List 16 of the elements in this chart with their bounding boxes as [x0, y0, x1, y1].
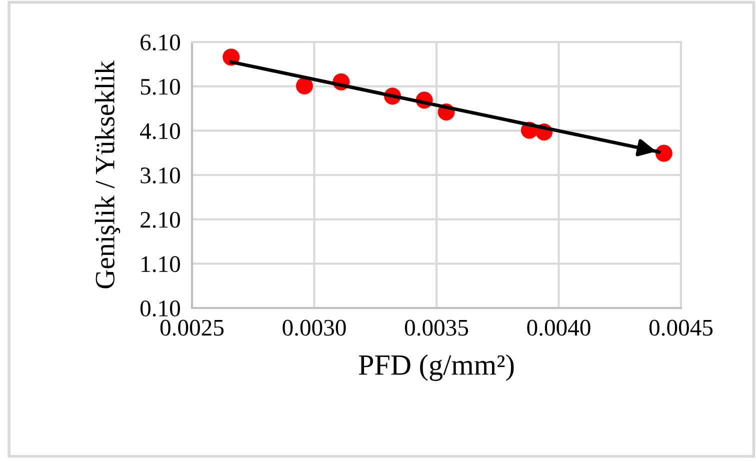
- x-tick-label: 0.0040: [527, 320, 590, 336]
- point: [296, 77, 313, 94]
- x-tick-label: 0.0035: [404, 320, 468, 336]
- x-axis-title: PFD (g/mm²): [358, 354, 514, 381]
- x-tick-label: 0.0030: [282, 320, 346, 336]
- y-tick-label: 2.10: [140, 212, 180, 228]
- y-tick-label: 1.10: [142, 256, 180, 272]
- x-tick-label: 0.0025: [160, 320, 224, 336]
- y-axis-title: Genişlik / Yükseklik: [94, 60, 120, 288]
- y-tick-label: 3.10: [140, 167, 180, 184]
- y-tick-label: 6.10: [140, 34, 180, 51]
- y-tick-label: 5.10: [140, 78, 180, 95]
- x-tick-label: 0.0045: [649, 320, 713, 336]
- y-tick-label: 0.10: [140, 300, 180, 317]
- y-tick-label: 4.10: [140, 123, 180, 140]
- point: [655, 144, 672, 162]
